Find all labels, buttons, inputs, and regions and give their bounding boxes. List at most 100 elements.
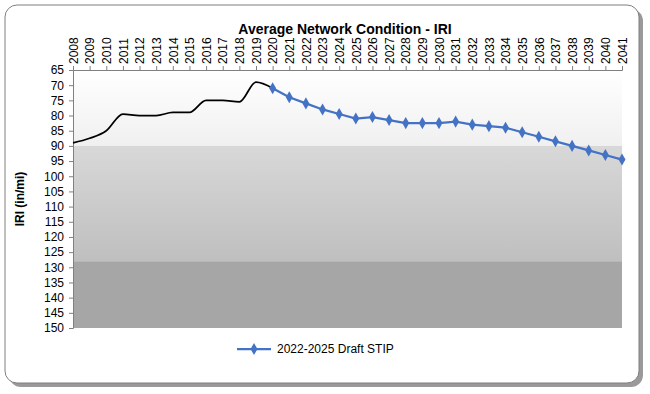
series-line — [273, 88, 622, 159]
x-tick: 2016 — [200, 37, 214, 70]
x-tick-label: 2012 — [133, 37, 147, 64]
band — [73, 70, 622, 146]
x-tick: 2023 — [316, 37, 330, 70]
y-tick-label: 70 — [51, 79, 65, 93]
y-tick: 145 — [44, 306, 73, 320]
series-marker — [352, 113, 359, 125]
x-tick-label: 2023 — [316, 37, 330, 64]
title: Average Network Condition - IRI — [238, 21, 451, 37]
series-marker — [452, 116, 459, 128]
x-tick: 2035 — [516, 37, 530, 70]
y-axis-line — [69, 71, 74, 329]
y-tick: 70 — [51, 79, 73, 93]
y-tick-mark — [69, 313, 73, 314]
x-tick-mark — [539, 66, 540, 70]
y-tick: 75 — [51, 94, 73, 108]
x-tick-label: 2034 — [499, 37, 513, 64]
x-tick: 2029 — [416, 37, 430, 70]
x-tick-label: 2015 — [183, 37, 197, 64]
series-marker — [386, 114, 393, 126]
y-tick-label: 80 — [51, 109, 65, 123]
x-tick-mark — [572, 66, 573, 70]
x-tick-label: 2040 — [599, 37, 613, 64]
y-tick-label: 110 — [45, 200, 64, 214]
x-tick-mark — [73, 66, 74, 70]
x-tick-label: 2029 — [416, 37, 430, 64]
x-tick-label: 2014 — [167, 37, 181, 64]
x-tick: 2022 — [300, 37, 314, 70]
x-tick-label: 2033 — [483, 37, 497, 64]
y-tick-label: 140 — [44, 291, 64, 305]
x-tick-mark — [489, 66, 490, 70]
y-tick-label: 105 — [44, 185, 64, 199]
series-marker — [569, 140, 576, 152]
x-tick-label: 2011 — [117, 38, 131, 64]
y-tick: 95 — [51, 154, 73, 168]
x-tick-mark — [472, 66, 473, 70]
x-tick: 2036 — [533, 37, 547, 70]
y-tick-mark — [69, 85, 73, 86]
x-tick: 2017 — [216, 37, 230, 70]
x-tick-label: 2038 — [566, 37, 580, 64]
x-tick-mark — [506, 66, 507, 70]
series-marker — [419, 117, 426, 129]
x-tick-mark — [622, 66, 623, 70]
x-tick-mark — [223, 66, 224, 70]
x-tick: 2014 — [167, 37, 181, 70]
x-tick-label: 2035 — [516, 37, 530, 64]
x-tick: 2028 — [399, 37, 413, 70]
bands — [73, 70, 622, 328]
series-marker — [602, 149, 609, 161]
y-tick-mark — [69, 267, 73, 268]
x-tick: 2039 — [582, 37, 596, 70]
y-tick-label: 125 — [44, 245, 64, 259]
series-line — [73, 82, 273, 143]
y-tick-mark — [69, 131, 73, 132]
band — [73, 146, 622, 261]
x-tick-mark — [372, 66, 373, 70]
y-tick: 85 — [51, 124, 73, 138]
series-marker — [402, 117, 409, 129]
x-tick-mark — [339, 66, 340, 70]
x-tick-label: 2036 — [533, 37, 547, 64]
y-tick-mark — [69, 222, 73, 223]
chart: 6570758085909510010511011512012513013514… — [0, 0, 650, 394]
y-tick-label: 115 — [45, 215, 64, 229]
x-tick-mark — [323, 66, 324, 70]
x-tick-mark — [140, 66, 141, 70]
x-tick-mark — [90, 66, 91, 70]
series-marker — [552, 135, 559, 147]
series-marker — [519, 126, 526, 138]
x-tick-label: 2026 — [366, 37, 380, 64]
x-tick-mark — [289, 66, 290, 70]
y-tick-label: 130 — [44, 261, 64, 275]
x-tick: 2013 — [150, 37, 164, 70]
legend: 2022-2025 Draft STIP — [237, 342, 394, 356]
x-tick: 2021 — [283, 37, 297, 70]
x-tick-mark — [456, 66, 457, 70]
y-tick: 80 — [51, 109, 73, 123]
x-tick-mark — [389, 66, 390, 70]
x-tick-label: 2010 — [100, 37, 114, 64]
y-tick-mark — [69, 70, 73, 71]
x-tick: 2020 — [266, 37, 280, 70]
series-marker — [369, 111, 376, 123]
x-tick-mark — [156, 66, 157, 70]
y-tick: 150 — [44, 321, 73, 335]
x-tick: 2040 — [599, 37, 613, 70]
x-tick: 2012 — [133, 37, 147, 70]
x-tick-label: 2041 — [616, 37, 630, 64]
y-tick-label: 100 — [44, 170, 64, 184]
series-marker — [469, 119, 476, 131]
y-tick: 120 — [44, 230, 73, 244]
series-marker — [302, 97, 309, 109]
x-tick-label: 2032 — [466, 37, 480, 64]
series-marker — [436, 117, 443, 129]
y-tick: 110 — [45, 200, 73, 214]
y-tick-label: 120 — [44, 230, 64, 244]
y-tick-mark — [69, 298, 73, 299]
x-tick-label: 2031 — [449, 37, 463, 64]
x-tick-mark — [256, 66, 257, 70]
x-tick-label: 2025 — [350, 37, 364, 64]
y-tick-label: 150 — [44, 321, 64, 335]
